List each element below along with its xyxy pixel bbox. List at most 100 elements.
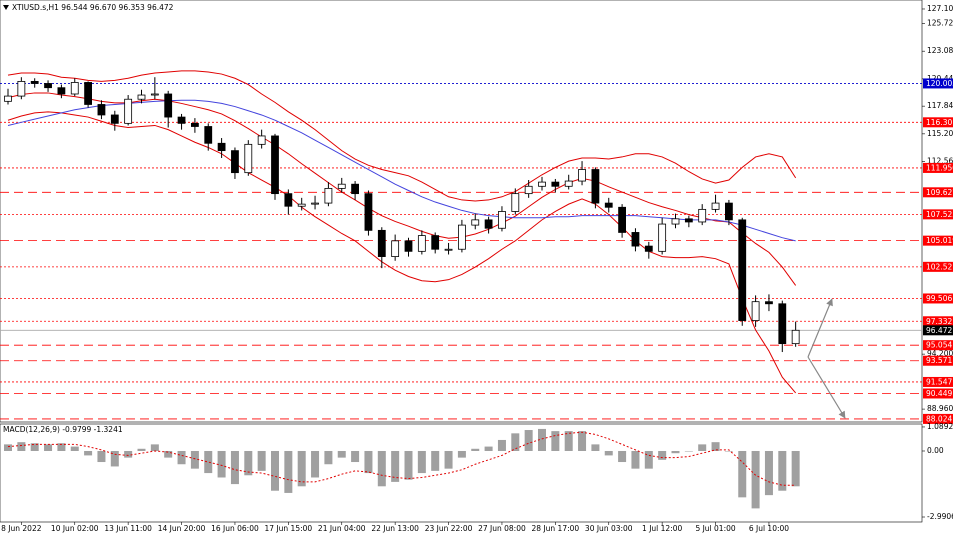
macd-bar [17, 442, 26, 451]
chart-title: XTIUSD.s,H1 96.544 96.670 96.353 96.472 [12, 3, 174, 12]
signal-line [7, 431, 796, 486]
level-label: 90.449 [926, 389, 952, 398]
macd-bar [164, 450, 173, 458]
y-tick-label: 88.960 [927, 404, 953, 413]
candle-body [564, 180, 573, 187]
macd-bar [738, 450, 747, 498]
candle-body [84, 82, 92, 105]
macd-bar [84, 450, 93, 456]
candle-body [231, 150, 239, 174]
x-tick-label: 6 Jul 10:00 [749, 524, 789, 533]
macd-bar [711, 442, 720, 451]
y-tick-label: -2.9906 [927, 512, 953, 521]
y-tick-label: 125.720 [927, 18, 953, 27]
candle-body [751, 301, 760, 321]
y-tick-label: 117.840 [927, 101, 953, 110]
candle-body [244, 143, 253, 174]
y-tick-label: 1.0892 [927, 422, 953, 431]
candle-body [257, 135, 266, 145]
level-label: 120.005 [926, 79, 953, 88]
level-label: 91.547 [926, 377, 952, 386]
macd-bar [684, 450, 693, 452]
overlay-line [7, 111, 797, 394]
x-tick-label: 28 Jun 17:00 [532, 524, 580, 533]
candle-body [471, 219, 480, 226]
x-tick-label: 22 Jun 13:00 [371, 524, 419, 533]
candle-body [337, 183, 346, 189]
x-tick-label: 30 Jun 03:00 [585, 524, 633, 533]
candle-body [404, 240, 413, 252]
candle-body [137, 94, 146, 100]
macd-bar [377, 450, 386, 487]
y-tick-label: 123.080 [927, 46, 953, 55]
candle-body [631, 232, 640, 247]
candle-body [124, 98, 133, 124]
x-tick-label: 1 Jul 12:00 [642, 524, 682, 533]
level-label: 102.521 [926, 262, 953, 271]
y-tick-label: 120.440 [927, 74, 953, 83]
symbol-icon [3, 5, 9, 10]
forecast-arrow-up [807, 298, 833, 358]
candle-body [70, 82, 79, 95]
macd-bar [284, 450, 293, 493]
level-label-box [923, 235, 953, 246]
macd-bar [297, 450, 306, 487]
candle-body [110, 114, 119, 124]
macd-bar [124, 450, 133, 458]
macd-bar [698, 444, 707, 451]
macd-bar [431, 450, 440, 471]
macd-bar [764, 450, 773, 496]
level-label-box [923, 376, 953, 387]
macd-bar [351, 450, 360, 463]
x-tick-label: 17 Jun 15:00 [265, 524, 313, 533]
macd-bar [618, 450, 627, 463]
candle-body [44, 83, 52, 89]
level-label: 93.571 [926, 356, 952, 365]
level-label-box [923, 340, 953, 351]
marks: 127.104 125.720 123.080 120.440 117.840 115.2… [0, 4, 953, 533]
candle-body [150, 93, 159, 96]
y-tick-label: 127.104 [927, 4, 953, 13]
overlay-line [7, 99, 796, 242]
candle-body [698, 208, 707, 223]
candle-body [297, 203, 306, 207]
macd-bar [97, 450, 106, 463]
x-tick-label: 21 Jun 04:00 [318, 524, 366, 533]
level-label-box [923, 388, 953, 399]
x-tick-label: 23 Jun 22:00 [425, 524, 473, 533]
level-label-box [923, 187, 953, 198]
macd-bar [391, 450, 400, 482]
macd-bar [230, 450, 239, 485]
macd-bar [204, 450, 213, 474]
macd-bar [524, 430, 533, 451]
level-label: 107.525 [926, 210, 953, 219]
candle-body [417, 235, 426, 252]
candle-body [444, 248, 453, 251]
x-tick-label: 16 Jun 06:00 [211, 524, 259, 533]
macd-bar [778, 450, 787, 491]
macd-bar [644, 450, 653, 469]
candle-body [311, 202, 319, 205]
forecast-arrow-down [807, 356, 846, 419]
level-label-box [923, 413, 953, 424]
y-tick-label: 0.00 [927, 446, 944, 455]
macd-bar [324, 450, 333, 465]
macd-bar [604, 450, 613, 456]
level-label: 88.024 [926, 414, 952, 423]
macd-bar [658, 450, 667, 460]
macd-bar [137, 448, 146, 451]
overlay-line [7, 92, 797, 286]
candle-body [671, 218, 680, 225]
macd-bar [244, 450, 253, 476]
macd-bar [44, 444, 53, 451]
macd-bar [511, 433, 520, 451]
candle-body [17, 80, 26, 97]
macd-bar [444, 450, 453, 469]
candle-body [765, 301, 773, 305]
candle-body [351, 183, 360, 195]
macd-bar [190, 450, 199, 469]
macd-bar [217, 450, 226, 478]
macd-bar [4, 444, 12, 451]
macd-bar [671, 450, 680, 454]
